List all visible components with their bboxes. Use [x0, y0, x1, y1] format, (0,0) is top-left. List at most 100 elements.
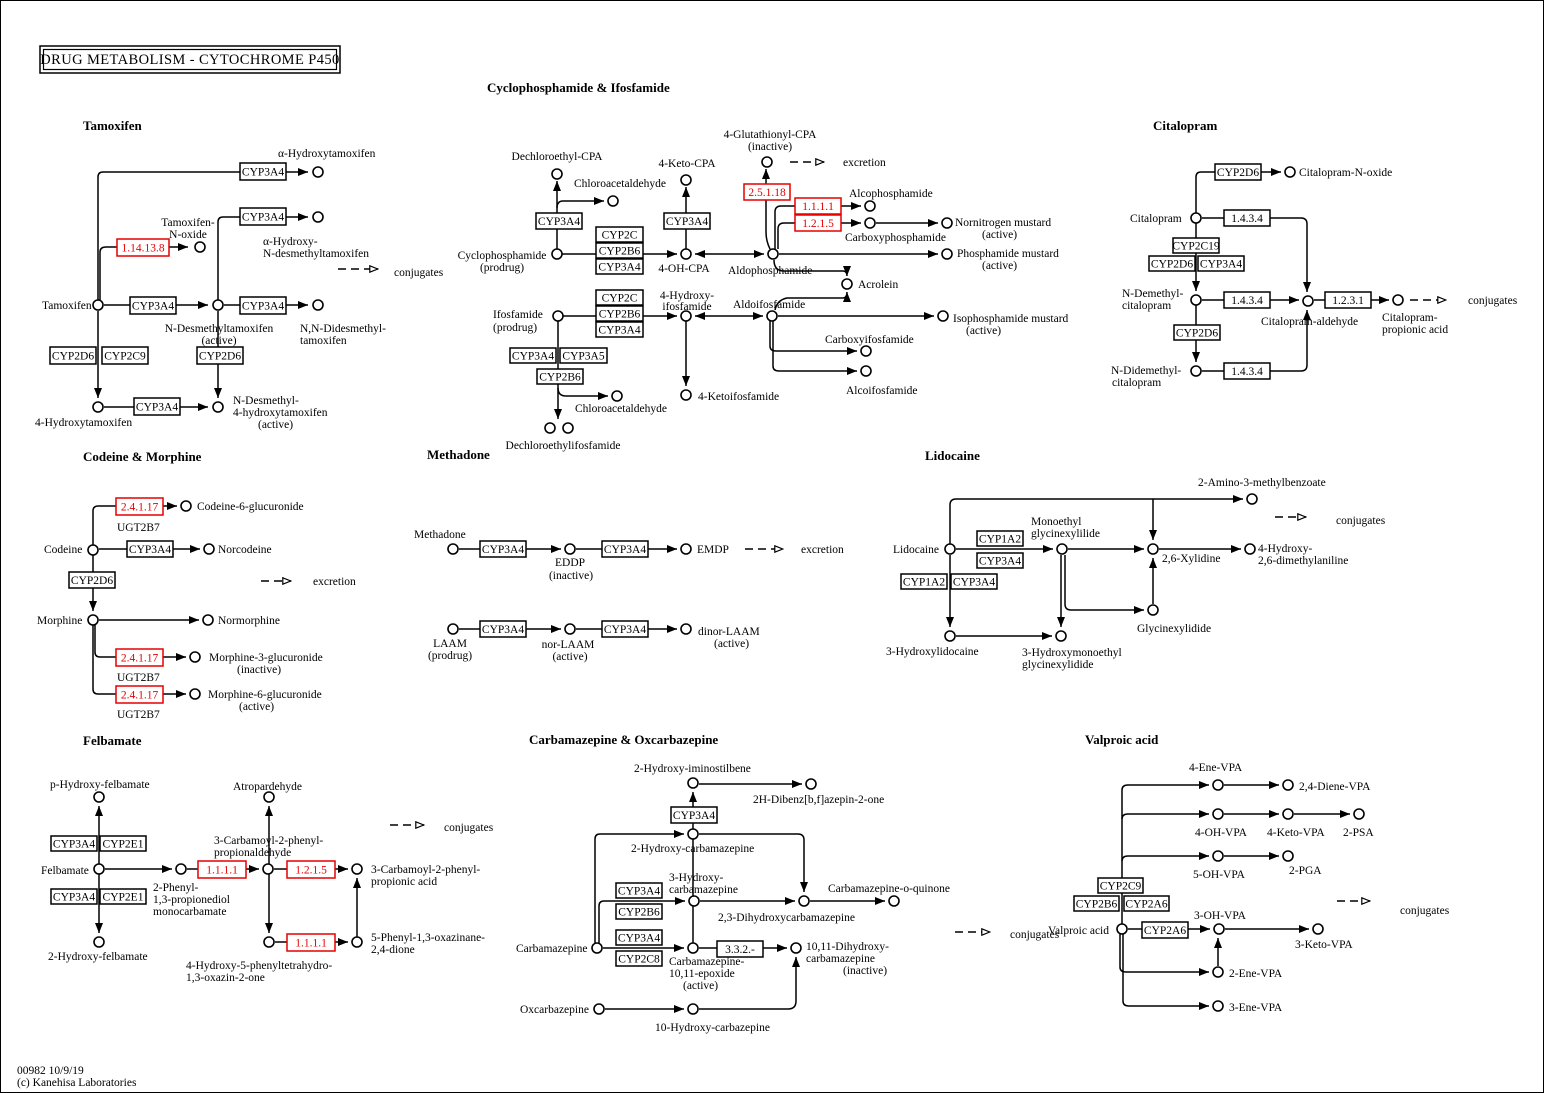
enzyme-box[interactable]: CYP2D6 [68, 571, 116, 589]
metabolite-node[interactable] [1055, 630, 1067, 642]
metabolite-node[interactable] [212, 299, 224, 311]
metabolite-node[interactable] [761, 156, 773, 168]
metabolite-node[interactable] [1190, 365, 1202, 377]
metabolite-node[interactable] [1056, 543, 1068, 555]
enzyme-box[interactable]: CYP3A4 [601, 540, 649, 558]
metabolite-node[interactable] [552, 310, 564, 322]
metabolite-node[interactable] [1312, 923, 1324, 935]
metabolite-node[interactable] [447, 543, 459, 555]
metabolite-node[interactable] [767, 248, 779, 260]
enzyme-box[interactable]: CYP3A4 [601, 620, 649, 638]
metabolite-node[interactable] [1302, 295, 1314, 307]
enzyme-box[interactable]: CYP2C8 [615, 950, 663, 967]
enzyme-box[interactable]: 1.4.3.4 [1223, 291, 1271, 309]
enzyme-box-highlighted[interactable]: 1.14.13.8 [116, 238, 170, 257]
enzyme-box[interactable]: CYP2E1 [99, 835, 147, 852]
metabolite-node[interactable] [93, 791, 105, 803]
metabolite-node[interactable] [262, 863, 274, 875]
metabolite-node[interactable] [1212, 850, 1224, 862]
metabolite-node[interactable] [687, 942, 699, 954]
metabolite-node[interactable] [87, 614, 99, 626]
metabolite-node[interactable] [805, 778, 817, 790]
enzyme-box-highlighted[interactable]: 1.1.1.1 [197, 860, 247, 879]
enzyme-box[interactable]: CYP1A2 [900, 573, 948, 590]
metabolite-node[interactable] [93, 936, 105, 948]
metabolite-node[interactable] [860, 345, 872, 357]
enzyme-box[interactable]: CYP3A4 [129, 296, 177, 315]
metabolite-node[interactable] [941, 248, 953, 260]
metabolite-node[interactable] [351, 936, 363, 948]
metabolite-node[interactable] [591, 942, 603, 954]
metabolite-node[interactable] [687, 1003, 699, 1015]
enzyme-box[interactable]: CYP3A4 [535, 212, 583, 230]
metabolite-node[interactable] [680, 174, 692, 186]
enzyme-box[interactable]: CYP2C9 [1097, 877, 1144, 894]
enzyme-box-highlighted[interactable]: 1.1.1.1 [794, 197, 842, 215]
metabolite-node[interactable] [937, 310, 949, 322]
enzyme-box[interactable]: CYP2E1 [99, 888, 147, 905]
metabolite-node[interactable] [1282, 779, 1294, 791]
metabolite-node[interactable] [1282, 808, 1294, 820]
enzyme-box[interactable]: CYP2B6 [595, 305, 644, 322]
enzyme-box[interactable]: CYP2B6 [595, 242, 644, 259]
metabolite-node[interactable] [551, 168, 563, 180]
metabolite-node[interactable] [1147, 543, 1159, 555]
enzyme-box[interactable]: CYP3A4 [50, 888, 98, 905]
enzyme-box-highlighted[interactable]: 1.1.1.1 [286, 933, 336, 952]
enzyme-box[interactable]: CYP2B6 [536, 368, 584, 385]
metabolite-node[interactable] [1284, 166, 1296, 178]
enzyme-box[interactable]: CYP2D6 [1148, 255, 1196, 272]
metabolite-node[interactable] [1116, 923, 1128, 935]
metabolite-node[interactable] [194, 241, 206, 253]
metabolite-node[interactable] [544, 422, 556, 434]
metabolite-node[interactable] [798, 895, 810, 907]
metabolite-node[interactable] [312, 211, 324, 223]
enzyme-box[interactable]: 1.4.3.4 [1223, 362, 1271, 380]
metabolite-node[interactable] [1244, 543, 1256, 555]
metabolite-node[interactable] [1190, 212, 1202, 224]
enzyme-box[interactable]: 1.4.3.4 [1223, 209, 1271, 227]
metabolite-node[interactable] [687, 777, 699, 789]
metabolite-node[interactable] [841, 278, 853, 290]
metabolite-node[interactable] [1282, 850, 1294, 862]
enzyme-box[interactable]: CYP3A4 [126, 540, 174, 558]
metabolite-node[interactable] [202, 614, 214, 626]
enzyme-box[interactable]: CYP3A4 [976, 552, 1024, 569]
enzyme-box[interactable]: CYP2D6 [1173, 324, 1221, 341]
enzyme-box[interactable]: CYP3A4 [1197, 255, 1245, 272]
metabolite-node[interactable] [1147, 604, 1159, 616]
metabolite-node[interactable] [1213, 923, 1225, 935]
metabolite-node[interactable] [766, 310, 778, 322]
metabolite-node[interactable] [790, 942, 802, 954]
metabolite-node[interactable] [564, 623, 576, 635]
enzyme-box[interactable]: CYP3A4 [615, 882, 663, 899]
metabolite-node[interactable] [593, 1003, 605, 1015]
metabolite-node[interactable] [189, 651, 201, 663]
enzyme-box[interactable]: CYP3A5 [559, 347, 608, 364]
metabolite-node[interactable] [611, 390, 623, 402]
enzyme-box-highlighted[interactable]: 2.4.1.17 [115, 497, 164, 516]
metabolite-node[interactable] [607, 195, 619, 207]
enzyme-box[interactable]: CYP2A6 [1123, 895, 1170, 912]
enzyme-box[interactable]: CYP1A2 [976, 530, 1024, 547]
enzyme-box[interactable]: CYP3A4 [509, 347, 557, 364]
metabolite-node[interactable] [263, 791, 275, 803]
enzyme-box[interactable]: CYP2A6 [1141, 921, 1189, 939]
metabolite-node[interactable] [212, 401, 224, 413]
metabolite-node[interactable] [562, 422, 574, 434]
enzyme-box[interactable]: CYP2B6 [615, 903, 663, 920]
enzyme-box[interactable]: CYP2C [595, 289, 644, 306]
metabolite-node[interactable] [175, 863, 187, 875]
metabolite-node[interactable] [1212, 966, 1224, 978]
metabolite-node[interactable] [888, 895, 900, 907]
metabolite-node[interactable] [944, 543, 956, 555]
enzyme-box[interactable]: CYP3A4 [239, 296, 287, 315]
metabolite-node[interactable] [87, 544, 99, 556]
enzyme-box[interactable]: CYP3A4 [239, 162, 287, 181]
metabolite-node[interactable] [1212, 1000, 1224, 1012]
enzyme-box-highlighted[interactable]: 2.4.1.17 [115, 685, 164, 704]
enzyme-box[interactable]: CYP3A4 [479, 540, 527, 558]
enzyme-box[interactable]: CYP3A4 [50, 835, 98, 852]
metabolite-node[interactable] [687, 828, 699, 840]
metabolite-node[interactable] [1353, 808, 1365, 820]
